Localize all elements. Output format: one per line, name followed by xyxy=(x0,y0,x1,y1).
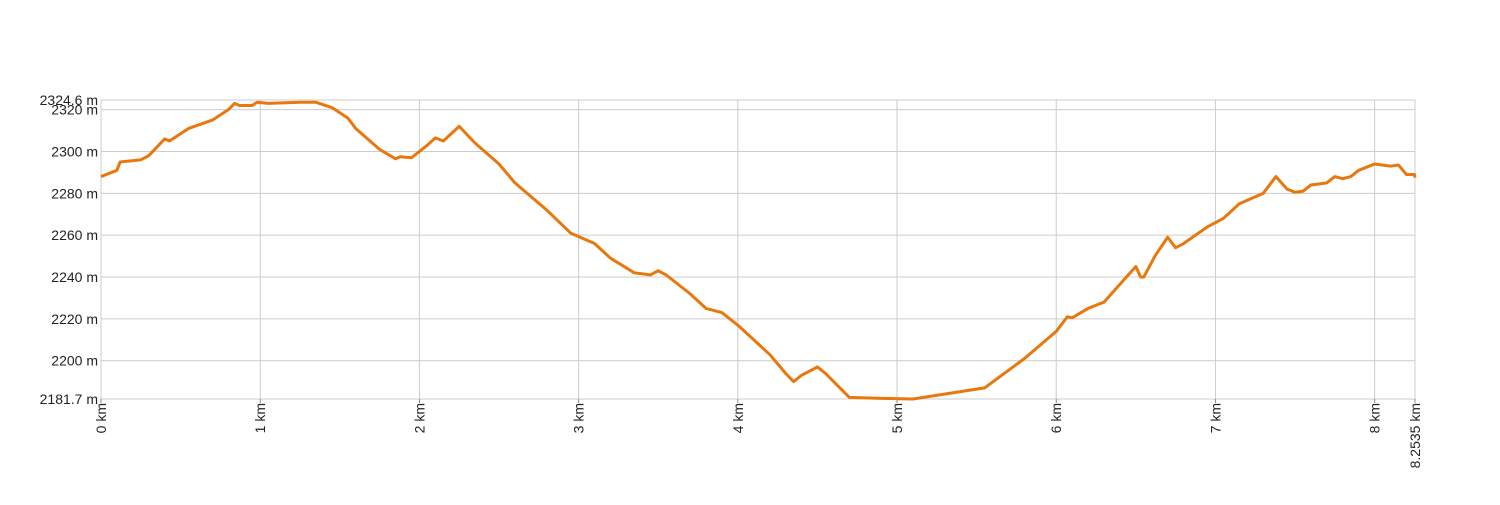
x-tick-label: 5 km xyxy=(889,403,905,433)
x-tick-label: 8 km xyxy=(1367,403,1383,433)
y-tick-label: 2220 m xyxy=(51,311,98,327)
x-tick-label: 1 km xyxy=(252,403,268,433)
y-tick-label: 2300 m xyxy=(51,143,98,159)
y-tick-label: 2181.7 m xyxy=(40,391,98,407)
x-tick-label: 8.2535 km xyxy=(1407,403,1423,468)
x-tick-label: 2 km xyxy=(411,403,427,433)
plot-frame xyxy=(100,99,1416,400)
x-tick-label: 7 km xyxy=(1207,403,1223,433)
y-tick-label: 2280 m xyxy=(51,185,98,201)
y-tick-label: 2200 m xyxy=(51,353,98,369)
x-tick-label: 6 km xyxy=(1048,403,1064,433)
x-tick-label: 4 km xyxy=(730,403,746,433)
x-tick-label: 3 km xyxy=(571,403,587,433)
elevation-line xyxy=(100,100,1417,401)
y-tick-label: 2240 m xyxy=(51,269,98,285)
y-tick-label: 2320 m xyxy=(51,102,98,118)
y-tick-label: 2324.6 m xyxy=(40,92,98,108)
y-tick-label: 2260 m xyxy=(51,227,98,243)
x-tick-label: 0 km xyxy=(93,403,109,433)
